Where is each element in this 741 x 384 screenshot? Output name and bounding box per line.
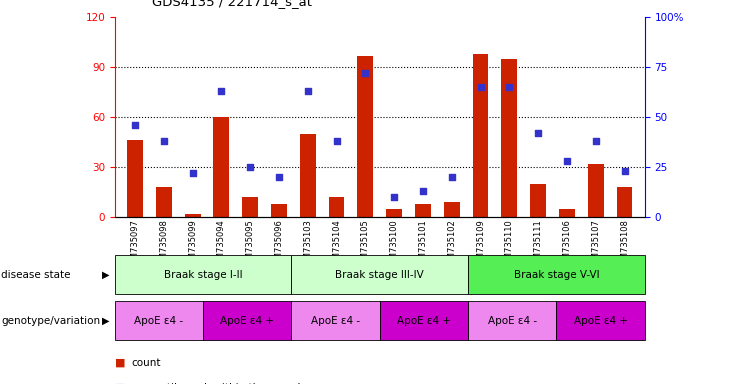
Text: GSM735097: GSM735097 [130,219,139,270]
Text: GSM735099: GSM735099 [188,219,197,270]
Text: GSM735102: GSM735102 [448,219,456,270]
Bar [357,56,373,217]
Text: GDS4135 / 221714_s_at: GDS4135 / 221714_s_at [152,0,312,8]
Point [245,164,256,170]
Text: count: count [131,358,161,368]
Text: ApoE ε4 +: ApoE ε4 + [220,316,274,326]
Bar [300,134,316,217]
Text: ApoE ε4 -: ApoE ε4 - [311,316,360,326]
Point [273,174,285,180]
Text: genotype/variation: genotype/variation [1,316,101,326]
Bar [127,141,143,217]
Bar [617,187,632,217]
Text: percentile rank within the sample: percentile rank within the sample [131,383,307,384]
Text: GSM735106: GSM735106 [562,219,571,270]
Bar [502,59,517,217]
Text: GSM735098: GSM735098 [159,219,168,270]
Text: Braak stage III-IV: Braak stage III-IV [336,270,424,280]
Text: GSM735104: GSM735104 [332,219,341,270]
Text: GSM735105: GSM735105 [361,219,370,270]
Point [330,138,342,144]
Bar [386,209,402,217]
Text: GSM735100: GSM735100 [390,219,399,270]
Point [359,70,371,76]
Text: ApoE ε4 -: ApoE ε4 - [134,316,184,326]
Bar [156,187,172,217]
Bar [291,301,379,340]
Bar [115,255,291,294]
Point [129,122,141,128]
Point [187,170,199,176]
Point [388,194,400,200]
Point [216,88,227,94]
Text: GSM735108: GSM735108 [620,219,629,270]
Text: ▶: ▶ [102,316,110,326]
Bar [379,301,468,340]
Bar [473,54,488,217]
Point [590,138,602,144]
Point [446,174,458,180]
Text: GSM735107: GSM735107 [591,219,600,270]
Bar [444,202,459,217]
Text: GSM735095: GSM735095 [246,219,255,270]
Bar [531,184,546,217]
Point [561,158,573,164]
Text: GSM735096: GSM735096 [274,219,284,270]
Text: ■: ■ [115,358,125,368]
Point [158,138,170,144]
Text: ■: ■ [115,383,125,384]
Bar [559,209,575,217]
Text: GSM735110: GSM735110 [505,219,514,270]
Text: GSM735101: GSM735101 [419,219,428,270]
Text: Braak stage I-II: Braak stage I-II [164,270,242,280]
Bar [115,301,203,340]
Bar [468,255,645,294]
Text: disease state: disease state [1,270,71,280]
Bar [468,301,556,340]
Bar [415,204,431,217]
Bar [329,197,345,217]
Text: GSM735103: GSM735103 [303,219,312,270]
Text: GSM735109: GSM735109 [476,219,485,270]
Bar [556,301,645,340]
Point [619,168,631,174]
Bar [213,117,229,217]
Text: GSM735111: GSM735111 [534,219,542,270]
Text: ApoE ε4 -: ApoE ε4 - [488,316,536,326]
Point [503,84,515,90]
Bar [242,197,258,217]
Text: Braak stage V-VI: Braak stage V-VI [514,270,599,280]
Bar [185,214,201,217]
Point [302,88,313,94]
Bar [291,255,468,294]
Point [417,188,429,194]
Text: ▶: ▶ [102,270,110,280]
Bar [203,301,291,340]
Bar [588,164,604,217]
Text: GSM735094: GSM735094 [217,219,226,270]
Text: ApoE ε4 +: ApoE ε4 + [397,316,451,326]
Point [532,130,544,136]
Bar [271,204,287,217]
Text: ApoE ε4 +: ApoE ε4 + [574,316,628,326]
Point [475,84,487,90]
